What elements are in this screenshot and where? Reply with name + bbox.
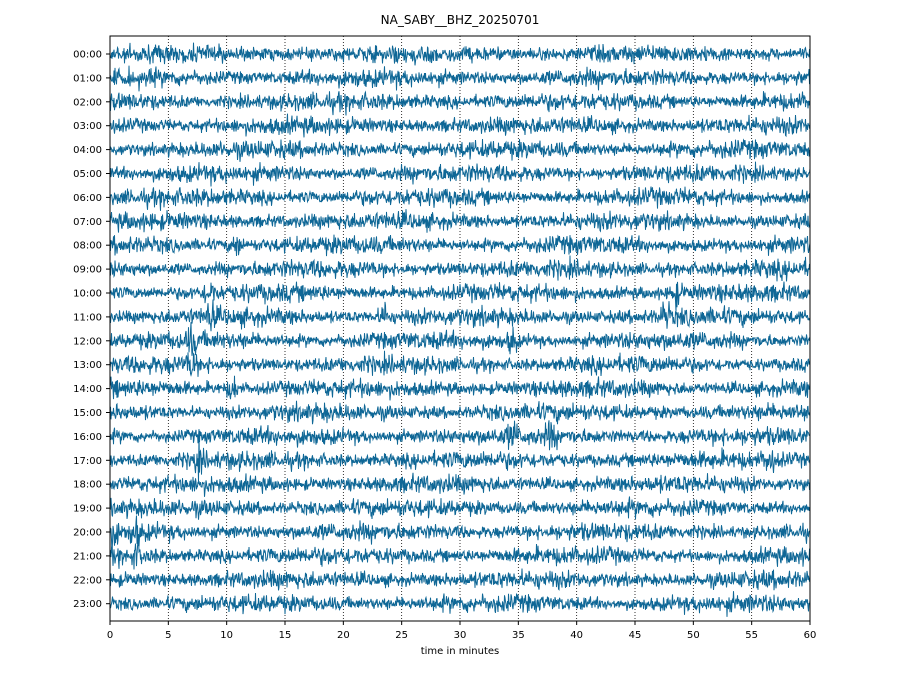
- x-tick-label: 60: [804, 630, 817, 641]
- x-tick-label: 50: [687, 630, 700, 641]
- trace-line-1700: [109, 432, 811, 482]
- trace-line-0100: [109, 65, 811, 92]
- trace-line-0400: [109, 138, 811, 162]
- x-tick-label: 40: [570, 630, 583, 641]
- trace-line-1800: [109, 472, 811, 497]
- trace-line-2300: [109, 591, 811, 617]
- trace-line-2200: [109, 568, 811, 591]
- y-tick-label: 20:00: [73, 528, 102, 539]
- y-tick-label: 21:00: [73, 551, 102, 562]
- trace-line-0000: [109, 42, 811, 66]
- y-tick-label: 23:00: [73, 599, 102, 610]
- trace-line-1100: [109, 299, 811, 332]
- trace-line-0500: [109, 161, 811, 187]
- y-tick-label: 14:00: [73, 384, 102, 395]
- x-tick-label: 25: [395, 630, 408, 641]
- y-tick-label: 01:00: [73, 73, 102, 84]
- x-axis-label: time in minutes: [421, 646, 500, 657]
- y-tick-label: 08:00: [73, 241, 102, 252]
- trace-line-0200: [109, 90, 811, 116]
- y-tick-label: 06:00: [73, 193, 102, 204]
- trace-line-0800: [109, 234, 811, 257]
- y-tick-label: 09:00: [73, 265, 102, 276]
- x-tick-label: 45: [629, 630, 642, 641]
- trace-line-0600: [109, 186, 811, 211]
- x-tick-label: 20: [337, 630, 350, 641]
- x-tick-label: 0: [107, 630, 113, 641]
- y-tick-label: 07:00: [73, 217, 102, 228]
- y-tick-label: 00:00: [73, 50, 102, 61]
- trace-line-1500: [109, 400, 811, 425]
- trace-line-0300: [109, 113, 811, 138]
- x-tick-label: 55: [745, 630, 758, 641]
- x-tick-label: 30: [454, 630, 467, 641]
- trace-line-1900: [109, 496, 811, 520]
- trace-lines: [109, 42, 811, 617]
- y-tick-label: 04:00: [73, 145, 102, 156]
- trace-line-2000: [109, 515, 811, 554]
- x-axis-ticks: 0 5 10 15 20 25 30 35 40 45 50 55 60: [107, 621, 817, 641]
- chart-title: NA_SABY__BHZ_20250701: [381, 13, 540, 27]
- y-tick-label: 17:00: [73, 456, 102, 467]
- trace-line-1000: [109, 281, 811, 312]
- x-tick-label: 15: [279, 630, 292, 641]
- trace-line-1400: [109, 375, 811, 401]
- y-tick-label: 22:00: [73, 575, 102, 586]
- x-tick-label: 10: [220, 630, 233, 641]
- y-tick-label: 18:00: [73, 480, 102, 491]
- trace-line-0700: [109, 209, 811, 233]
- y-axis-ticks: 00:00 01:00 02:00 03:00 04:00 05:00 06:00 07:00…: [73, 50, 110, 610]
- y-tick-label: 15:00: [73, 408, 102, 419]
- y-tick-label: 11:00: [73, 312, 102, 323]
- trace-line-1200: [109, 322, 811, 356]
- x-tick-label: 5: [165, 630, 171, 641]
- y-tick-label: 02:00: [73, 97, 102, 108]
- x-tick-label: 35: [512, 630, 525, 641]
- y-tick-label: 16:00: [73, 432, 102, 443]
- trace-line-1600: [109, 420, 811, 451]
- trace-line-0900: [109, 255, 811, 282]
- y-tick-label: 19:00: [73, 504, 102, 515]
- y-tick-label: 03:00: [73, 121, 102, 132]
- y-tick-label: 13:00: [73, 360, 102, 371]
- trace-line-2100: [109, 538, 811, 570]
- trace-line-1300: [109, 350, 811, 377]
- y-tick-label: 05:00: [73, 169, 102, 180]
- y-tick-label: 10:00: [73, 289, 102, 300]
- y-tick-label: 12:00: [73, 336, 102, 347]
